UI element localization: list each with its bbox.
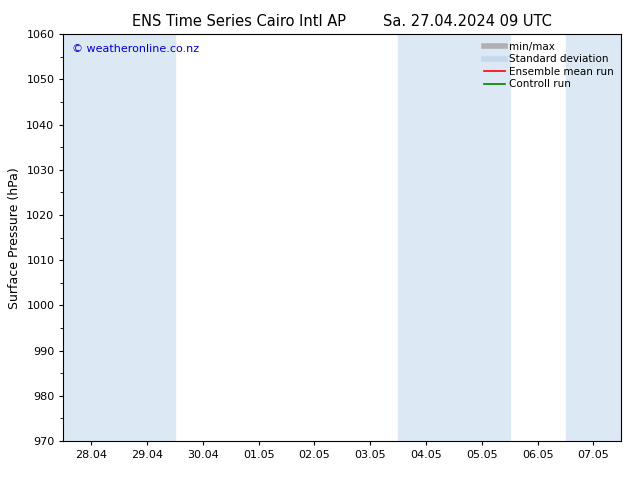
Legend: min/max, Standard deviation, Ensemble mean run, Controll run: min/max, Standard deviation, Ensemble me… <box>482 40 616 92</box>
Bar <box>398 34 510 441</box>
Title: ENS Time Series Cairo Intl AP        Sa. 27.04.2024 09 UTC: ENS Time Series Cairo Intl AP Sa. 27.04.… <box>133 14 552 29</box>
Text: © weatheronline.co.nz: © weatheronline.co.nz <box>72 45 199 54</box>
Y-axis label: Surface Pressure (hPa): Surface Pressure (hPa) <box>8 167 21 309</box>
Bar <box>566 34 621 441</box>
Bar <box>63 34 175 441</box>
